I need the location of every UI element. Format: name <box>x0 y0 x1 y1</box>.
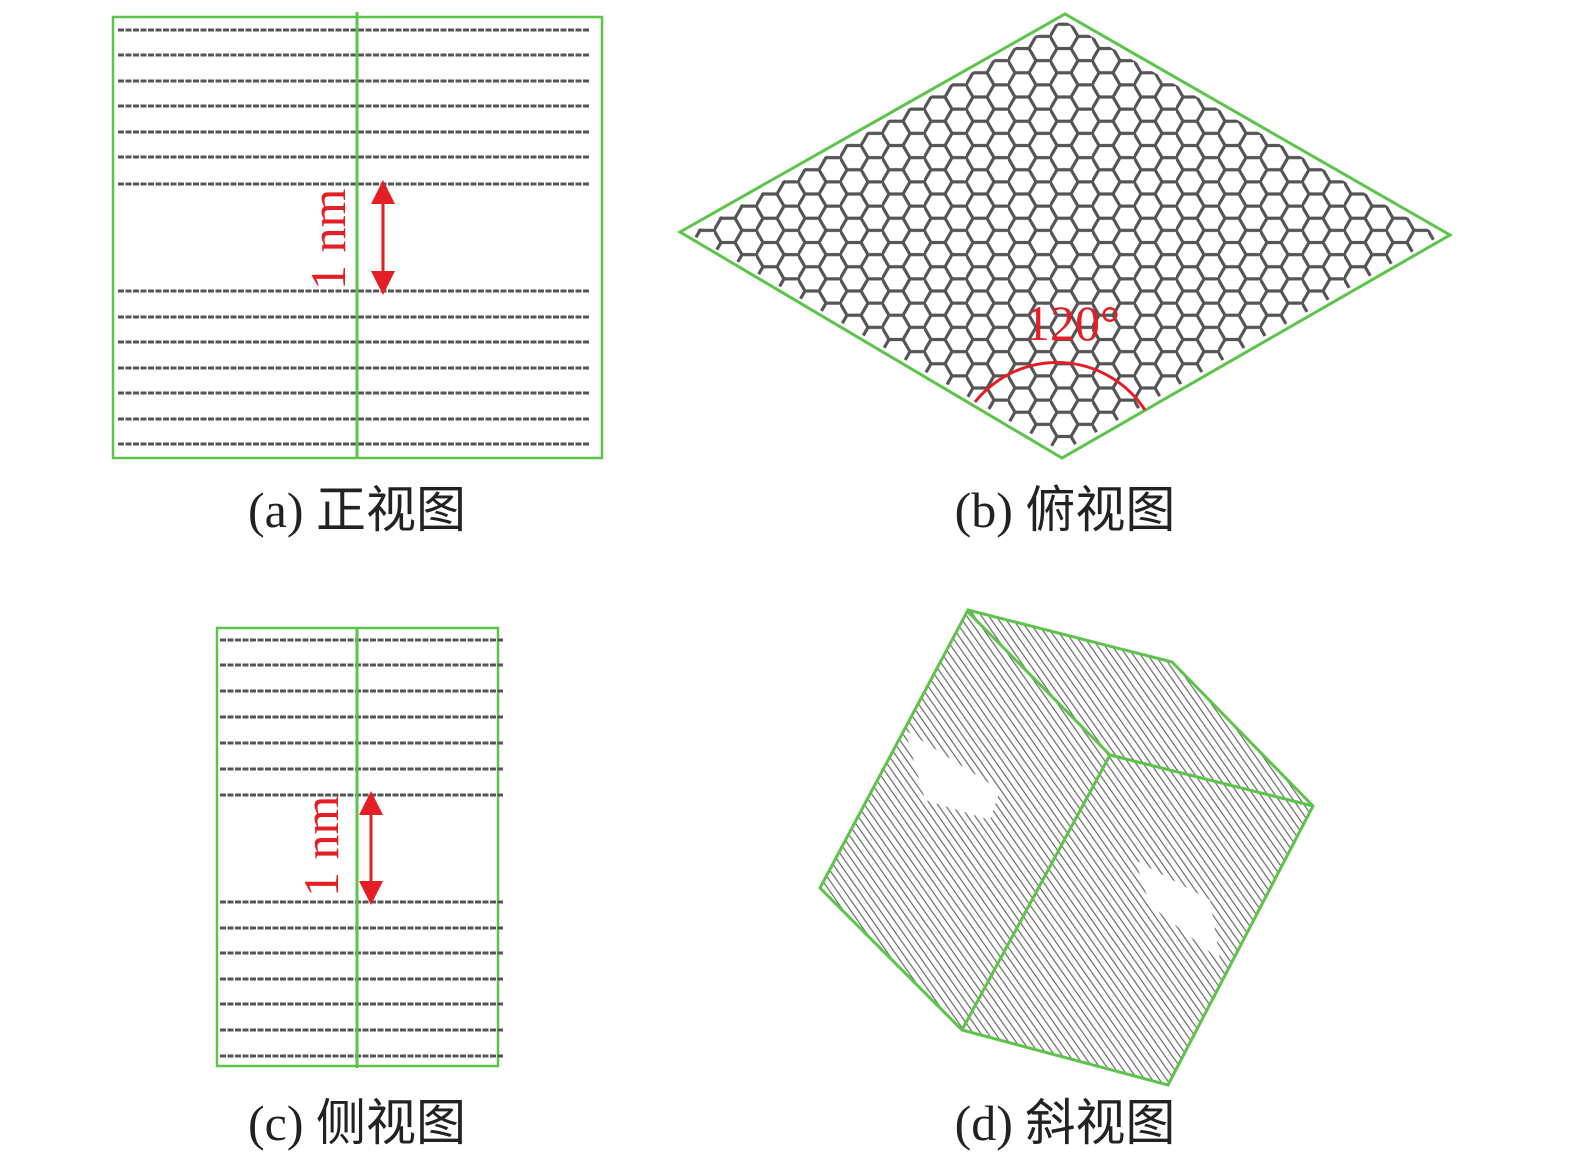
spacing-label: 1 nm <box>293 796 349 898</box>
cell-edge <box>960 754 1112 1031</box>
caption-c: (c) 侧视图 <box>248 1095 466 1151</box>
panel-d-oblique-view: (d) 斜视图 <box>818 608 1315 1151</box>
angle-label: 120° <box>1025 295 1120 351</box>
graphene-stack <box>820 610 1313 1085</box>
panel-b-top-view: 120° (b) 俯视图 <box>677 12 1454 538</box>
caption-b: (b) 俯视图 <box>955 482 1176 538</box>
cell-box <box>818 608 1315 1087</box>
interlayer-gap <box>905 730 1000 820</box>
honeycomb-lattice <box>690 20 1440 452</box>
panel-a-front-view: 1 nm (a) 正视图 <box>111 12 604 538</box>
graphene-layers <box>220 638 503 1058</box>
interlayer-gap <box>1135 860 1220 960</box>
angle-arc <box>973 360 1147 411</box>
caption-d: (d) 斜视图 <box>955 1095 1176 1151</box>
cell-box <box>677 12 1454 460</box>
graphene-layers <box>118 28 590 446</box>
spacing-label: 1 nm <box>300 189 356 291</box>
panel-c-side-view: 1 nm (c) 侧视图 <box>215 626 503 1151</box>
caption-a: (a) 正视图 <box>248 482 466 538</box>
